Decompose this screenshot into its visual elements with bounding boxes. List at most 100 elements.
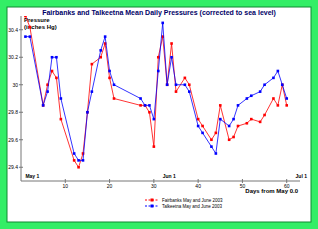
x-tick-label: 40 bbox=[195, 183, 201, 189]
marker bbox=[161, 22, 164, 25]
marker bbox=[144, 104, 147, 107]
y-tick-label: 29.4 bbox=[8, 164, 18, 170]
y-tick bbox=[19, 57, 23, 58]
marker bbox=[108, 70, 111, 73]
marker bbox=[113, 83, 116, 86]
marker bbox=[153, 118, 156, 121]
marker bbox=[259, 121, 262, 124]
marker bbox=[46, 90, 49, 93]
marker bbox=[250, 118, 253, 121]
marker bbox=[281, 83, 284, 86]
marker bbox=[188, 90, 191, 93]
date-annotation: Jun 1 bbox=[163, 173, 176, 179]
marker bbox=[250, 94, 253, 97]
marker bbox=[91, 90, 94, 93]
marker bbox=[148, 104, 151, 107]
marker bbox=[170, 42, 173, 45]
marker bbox=[42, 104, 45, 107]
y-tick-label: 29.8 bbox=[8, 109, 18, 115]
marker bbox=[285, 104, 288, 107]
marker bbox=[73, 159, 76, 162]
marker bbox=[77, 159, 80, 162]
x-axis bbox=[21, 181, 300, 182]
marker bbox=[188, 83, 191, 86]
marker bbox=[184, 83, 187, 86]
series-line bbox=[25, 16, 286, 167]
series-line bbox=[25, 23, 286, 161]
marker bbox=[60, 97, 63, 100]
marker bbox=[277, 70, 280, 73]
legend-line bbox=[145, 206, 159, 207]
marker bbox=[232, 118, 235, 121]
y-tick bbox=[19, 112, 23, 113]
marker bbox=[215, 152, 218, 155]
y-tick bbox=[19, 29, 23, 30]
marker bbox=[263, 83, 266, 86]
date-annotation: Jul 1 bbox=[296, 173, 308, 179]
marker bbox=[82, 159, 85, 162]
background bbox=[7, 7, 311, 222]
x-axis-label: Days from May 0.0 bbox=[245, 188, 298, 194]
marker bbox=[73, 152, 76, 155]
marker bbox=[277, 104, 280, 107]
y-tick-label: 30.4 bbox=[8, 27, 18, 33]
marker bbox=[170, 56, 173, 59]
x-tick-label: 30 bbox=[151, 183, 157, 189]
marker bbox=[228, 125, 231, 128]
marker bbox=[113, 97, 116, 100]
marker bbox=[139, 104, 142, 107]
marker bbox=[246, 122, 249, 125]
y-tick bbox=[19, 139, 23, 140]
y-tick-label: 29.6 bbox=[8, 137, 18, 143]
marker bbox=[148, 111, 151, 114]
y-tick bbox=[19, 84, 23, 85]
marker bbox=[197, 125, 200, 128]
marker bbox=[86, 111, 89, 114]
marker bbox=[42, 104, 45, 107]
marker bbox=[246, 97, 249, 100]
x-tick-label: 10 bbox=[63, 183, 69, 189]
marker bbox=[237, 104, 240, 107]
marker bbox=[24, 16, 27, 17]
marker bbox=[153, 145, 156, 148]
y-tick-label: 30.2 bbox=[8, 54, 18, 60]
marker bbox=[237, 125, 240, 128]
marker bbox=[55, 56, 58, 59]
marker bbox=[219, 118, 222, 121]
marker bbox=[272, 77, 275, 80]
marker bbox=[29, 35, 32, 38]
x-tick-label: 20 bbox=[107, 183, 113, 189]
plot-area bbox=[24, 16, 288, 169]
marker bbox=[281, 83, 284, 86]
marker bbox=[166, 83, 169, 86]
date-annotation: May 1 bbox=[25, 173, 39, 179]
marker bbox=[51, 70, 54, 73]
legend-marker bbox=[151, 199, 154, 202]
marker bbox=[99, 49, 102, 52]
marker bbox=[210, 145, 213, 148]
marker bbox=[166, 83, 169, 86]
marker bbox=[175, 83, 178, 86]
marker bbox=[210, 138, 213, 141]
marker bbox=[91, 63, 94, 66]
marker bbox=[139, 97, 142, 100]
marker bbox=[55, 77, 58, 80]
y-tick-label: 30 bbox=[12, 82, 18, 88]
marker bbox=[285, 97, 288, 100]
marker bbox=[24, 35, 27, 38]
marker bbox=[157, 70, 160, 73]
marker bbox=[77, 166, 80, 169]
marker bbox=[197, 118, 200, 121]
marker bbox=[232, 136, 235, 139]
marker bbox=[201, 132, 204, 135]
marker bbox=[228, 138, 231, 141]
marker bbox=[215, 132, 218, 135]
marker bbox=[144, 104, 147, 107]
marker bbox=[29, 26, 32, 29]
marker bbox=[184, 77, 187, 80]
y-axis-label: Pressure(inches Hg) bbox=[24, 17, 57, 30]
marker bbox=[219, 104, 222, 107]
marker bbox=[201, 125, 204, 128]
marker bbox=[60, 118, 63, 121]
marker bbox=[104, 35, 107, 38]
